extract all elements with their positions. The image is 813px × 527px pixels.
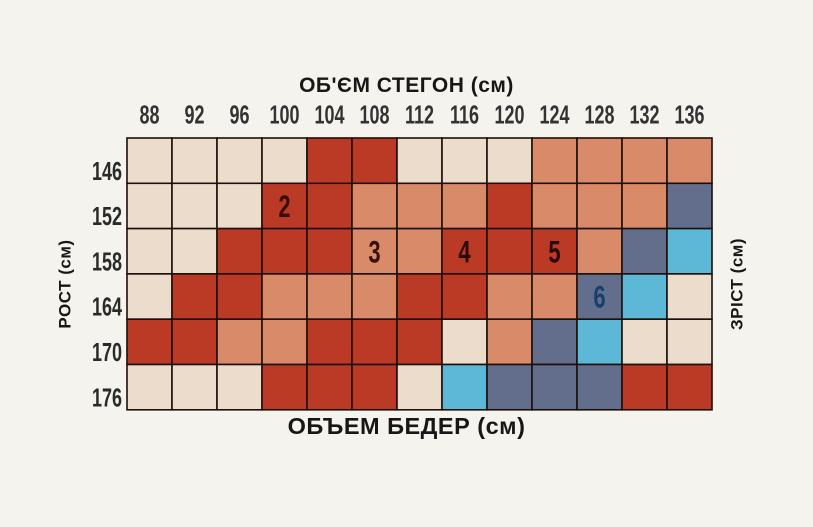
svg-text:158: 158 <box>92 247 122 276</box>
svg-text:5: 5 <box>548 233 560 269</box>
svg-text:146: 146 <box>92 157 122 186</box>
svg-text:128: 128 <box>584 100 614 129</box>
svg-text:176: 176 <box>92 383 122 412</box>
svg-text:6: 6 <box>593 279 605 315</box>
svg-text:104: 104 <box>314 100 344 129</box>
svg-text:164: 164 <box>92 292 122 321</box>
svg-text:132: 132 <box>629 100 659 129</box>
svg-text:3: 3 <box>368 233 380 269</box>
svg-text:96: 96 <box>229 100 249 129</box>
svg-text:116: 116 <box>450 100 479 129</box>
svg-text:88: 88 <box>139 100 159 129</box>
svg-text:108: 108 <box>359 100 389 129</box>
svg-text:4: 4 <box>458 233 471 269</box>
svg-text:124: 124 <box>539 100 569 129</box>
svg-text:2: 2 <box>278 188 290 224</box>
svg-text:92: 92 <box>184 100 204 129</box>
svg-text:112: 112 <box>405 100 434 129</box>
svg-text:152: 152 <box>92 202 122 231</box>
svg-text:136: 136 <box>674 100 704 129</box>
svg-text:170: 170 <box>92 338 122 367</box>
svg-text:100: 100 <box>269 100 299 129</box>
svg-text:120: 120 <box>494 100 524 129</box>
